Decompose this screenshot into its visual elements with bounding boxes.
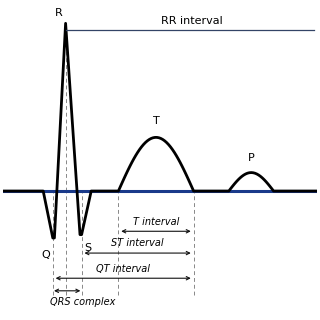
Text: R: R bbox=[55, 8, 62, 18]
Text: S: S bbox=[84, 243, 91, 253]
Text: P: P bbox=[248, 153, 255, 163]
Text: QRS complex: QRS complex bbox=[50, 297, 115, 307]
Text: T: T bbox=[153, 116, 160, 126]
Text: QT interval: QT interval bbox=[96, 264, 150, 274]
Text: Q: Q bbox=[41, 250, 50, 260]
Text: ST interval: ST interval bbox=[111, 238, 164, 248]
Text: T interval: T interval bbox=[133, 217, 179, 227]
Text: RR interval: RR interval bbox=[161, 16, 223, 26]
